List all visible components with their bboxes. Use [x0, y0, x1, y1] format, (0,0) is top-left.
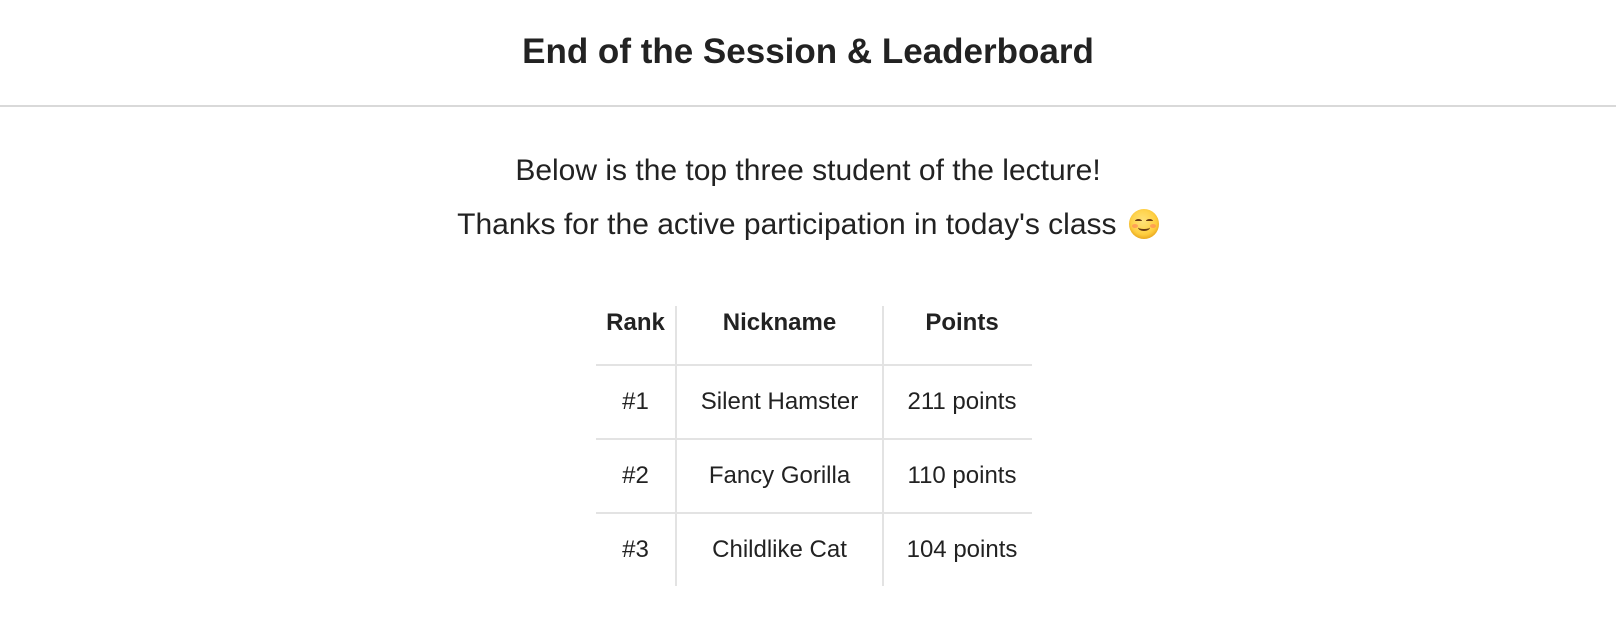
table-header-row: Rank Nickname Points: [596, 306, 1032, 366]
table-row: #3 Childlike Cat 104 points: [596, 513, 1032, 586]
leaderboard-table: Rank Nickname Points #1 Silent Hamster 2…: [596, 306, 1032, 586]
message-line-1: Below is the top three student of the le…: [515, 154, 1101, 187]
nickname-cell: Childlike Cat: [676, 513, 884, 586]
leaderboard: Rank Nickname Points #1 Silent Hamster 2…: [596, 306, 1032, 586]
page-title: End of the Session & Leaderboard: [522, 31, 1094, 71]
points-cell: 104 points: [906, 536, 1018, 563]
points-cell: 110 points: [883, 439, 1032, 514]
message-line-2: Thanks for the active participation in t…: [0, 192, 1616, 246]
session-message: Below is the top three student of the le…: [0, 107, 1616, 246]
column-header-points: Points: [883, 306, 1032, 366]
table-row: #1 Silent Hamster 211 points: [596, 365, 1032, 440]
nickname-cell: Fancy Gorilla: [676, 439, 884, 514]
smiling-face-icon: [1128, 209, 1159, 239]
points-cell: 211 points: [883, 365, 1032, 440]
rank-cell: #3: [596, 513, 677, 586]
nickname-cell: Silent Hamster: [676, 365, 884, 440]
column-header-rank: Rank: [596, 306, 677, 366]
rank-cell: #2: [596, 439, 677, 514]
rank-cell: #1: [596, 365, 677, 440]
page-header: End of the Session & Leaderboard: [0, 0, 1616, 107]
message-line-2-text: Thanks for the active participation in t…: [457, 208, 1117, 241]
column-header-nickname: Nickname: [676, 306, 884, 366]
table-row: #2 Fancy Gorilla 110 points: [596, 439, 1032, 514]
